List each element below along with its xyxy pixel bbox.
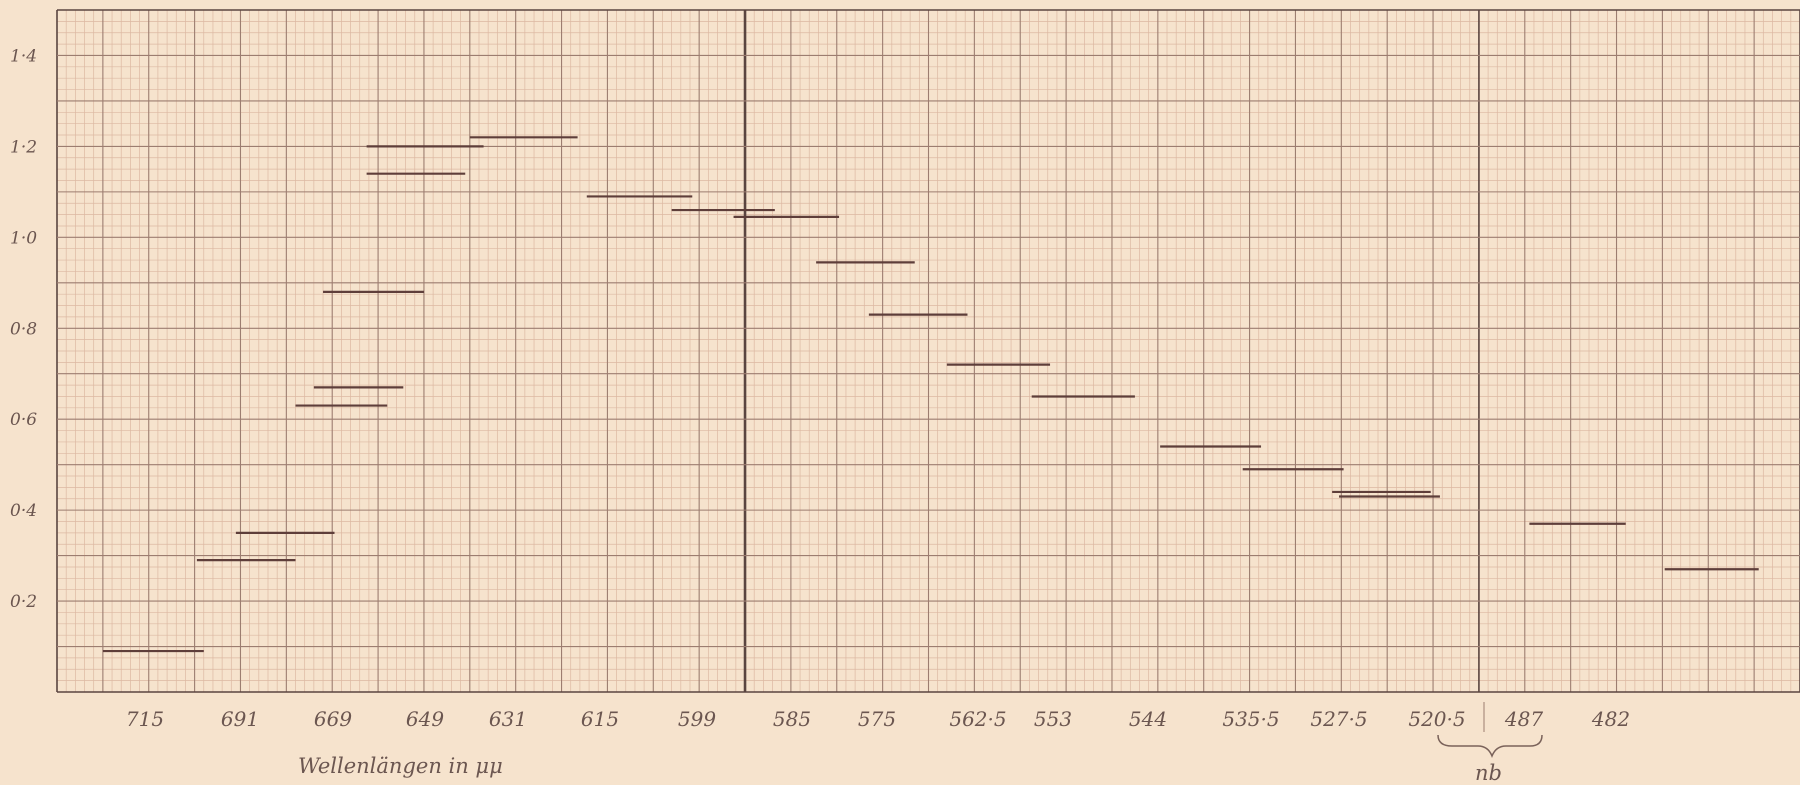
y-tick-label: 1·0 xyxy=(10,228,37,248)
x-tick-label: 544 xyxy=(1129,707,1167,731)
bracket-label: nb xyxy=(1475,761,1502,785)
x-tick-label: 669 xyxy=(314,707,352,731)
y-tick-label: 0·6 xyxy=(10,410,37,430)
x-tick-label: 487 xyxy=(1504,707,1543,731)
data-marks xyxy=(102,136,1759,653)
x-tick-label: 631 xyxy=(489,707,527,731)
x-tick-labels: 715 691 669 649 631 615 599 585 575 562·5 553 544 53… xyxy=(126,702,1630,732)
y-tick-label: 0·4 xyxy=(10,501,37,521)
x-tick-label: 649 xyxy=(406,707,444,731)
x-tick-label: 520·5 xyxy=(1408,707,1465,731)
y-tick-label: 1·4 xyxy=(10,46,37,66)
x-tick-label: 575 xyxy=(858,707,896,731)
x-tick-label: 715 xyxy=(126,707,164,731)
x-tick-label: 691 xyxy=(221,707,259,731)
x-tick-label: 482 xyxy=(1591,707,1630,731)
y-tick-label: 0·8 xyxy=(10,319,37,339)
y-tick-labels: 0·2 0·4 0·6 0·8 1·0 1·2 1·4 xyxy=(10,46,37,612)
x-tick-label: 615 xyxy=(581,707,619,731)
x-tick-label: 527·5 xyxy=(1310,707,1367,731)
major-grid xyxy=(56,9,1800,693)
y-tick-label: 1·2 xyxy=(10,137,37,157)
x-axis-title: Wellenlängen in μμ xyxy=(298,754,503,778)
y-tick-label: 0·2 xyxy=(10,592,37,612)
x-tick-label: 585 xyxy=(773,707,811,731)
nb-bracket xyxy=(1437,734,1543,759)
x-tick-label: 535·5 xyxy=(1222,707,1279,731)
x-tick-label: 562·5 xyxy=(949,707,1006,731)
x-tick-label: 553 xyxy=(1034,707,1072,731)
x-tick-label: 599 xyxy=(678,707,716,731)
